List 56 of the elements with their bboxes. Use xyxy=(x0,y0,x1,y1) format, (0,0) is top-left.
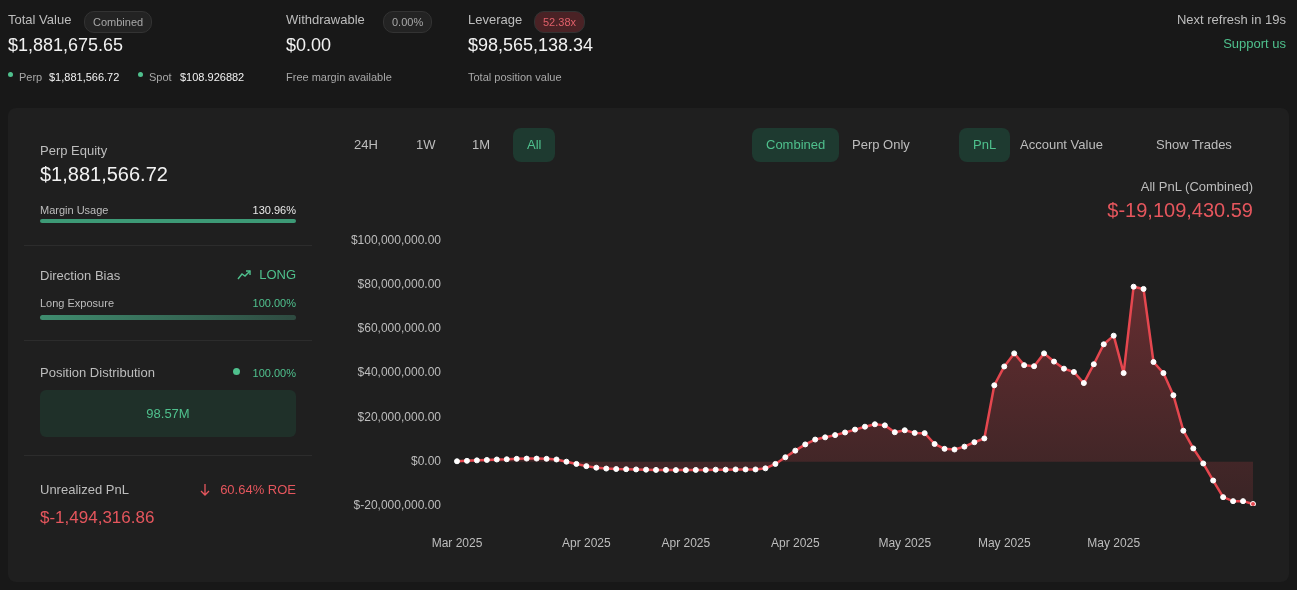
text: 100.00% xyxy=(252,296,296,311)
text: $1,881,675.65 xyxy=(8,35,124,55)
text: 130.96% xyxy=(252,203,296,218)
text: 98.57M xyxy=(146,406,190,422)
text: Support us xyxy=(1223,36,1286,52)
text: Total position value xyxy=(468,70,562,85)
text: Account Value xyxy=(1020,136,1103,154)
text: Spot xyxy=(149,70,172,85)
x-tick-label: Apr 2025 xyxy=(661,535,711,550)
text: $1,881,566.72 xyxy=(49,70,120,85)
x-tick-label: May 2025 xyxy=(1087,535,1141,550)
text: 0.00% xyxy=(383,11,433,33)
x-tick-label: May 2025 xyxy=(977,535,1031,550)
text: 24H xyxy=(354,136,378,154)
x-tick-label: Apr 2025 xyxy=(770,535,820,550)
text: 60.64% ROE xyxy=(220,482,296,498)
text: All xyxy=(513,128,556,162)
text: Total Value xyxy=(8,12,72,28)
text: Perp Equity xyxy=(40,143,108,159)
text: Next refresh in 19s xyxy=(1176,12,1286,28)
text: PnL xyxy=(959,128,1011,162)
text: Perp xyxy=(19,70,43,85)
text: Show Trades xyxy=(1156,136,1232,154)
text: Long Exposure xyxy=(40,296,114,311)
text: Withdrawable xyxy=(286,12,365,28)
text: $0.00 xyxy=(286,35,332,55)
text: Perp Only xyxy=(852,136,910,154)
y-tick-label: $-20,000,000.00 xyxy=(353,498,442,513)
x-tick-label: May 2025 xyxy=(878,535,932,550)
y-tick-label: $60,000,000.00 xyxy=(357,321,442,336)
text: 52.38x xyxy=(534,11,586,33)
text: $-1,494,316.86 xyxy=(40,508,155,527)
text: Leverage xyxy=(468,12,523,28)
text: LONG xyxy=(259,267,296,283)
text: 100.00% xyxy=(252,366,296,381)
chart-title: All PnL (Combined) xyxy=(1140,179,1253,194)
text: Unrealized PnL xyxy=(40,482,129,498)
x-tick-label: Apr 2025 xyxy=(562,535,612,550)
y-tick-label: $100,000,000.00 xyxy=(350,232,442,247)
text: 1W xyxy=(416,136,436,154)
y-tick-label: $40,000,000.00 xyxy=(357,365,442,380)
text: Direction Bias xyxy=(40,268,121,284)
text: $98,565,138.34 xyxy=(468,35,594,55)
text: $1,881,566.72 xyxy=(40,163,168,185)
text: Margin Usage xyxy=(40,203,109,218)
x-tick-label: Mar 2025 xyxy=(431,535,483,550)
y-tick-label: $0.00 xyxy=(410,454,442,469)
y-tick-label: $20,000,000.00 xyxy=(357,409,442,424)
text: Combined xyxy=(84,11,153,33)
y-tick-label: $80,000,000.00 xyxy=(357,276,442,291)
text: $108.926882 xyxy=(180,70,245,85)
text: Combined xyxy=(752,128,840,162)
text: Free margin available xyxy=(286,70,392,85)
text: Position Distribution xyxy=(40,365,155,381)
text: 1M xyxy=(472,136,491,154)
chart-subtitle: $-19,109,430.59 xyxy=(1107,199,1253,222)
